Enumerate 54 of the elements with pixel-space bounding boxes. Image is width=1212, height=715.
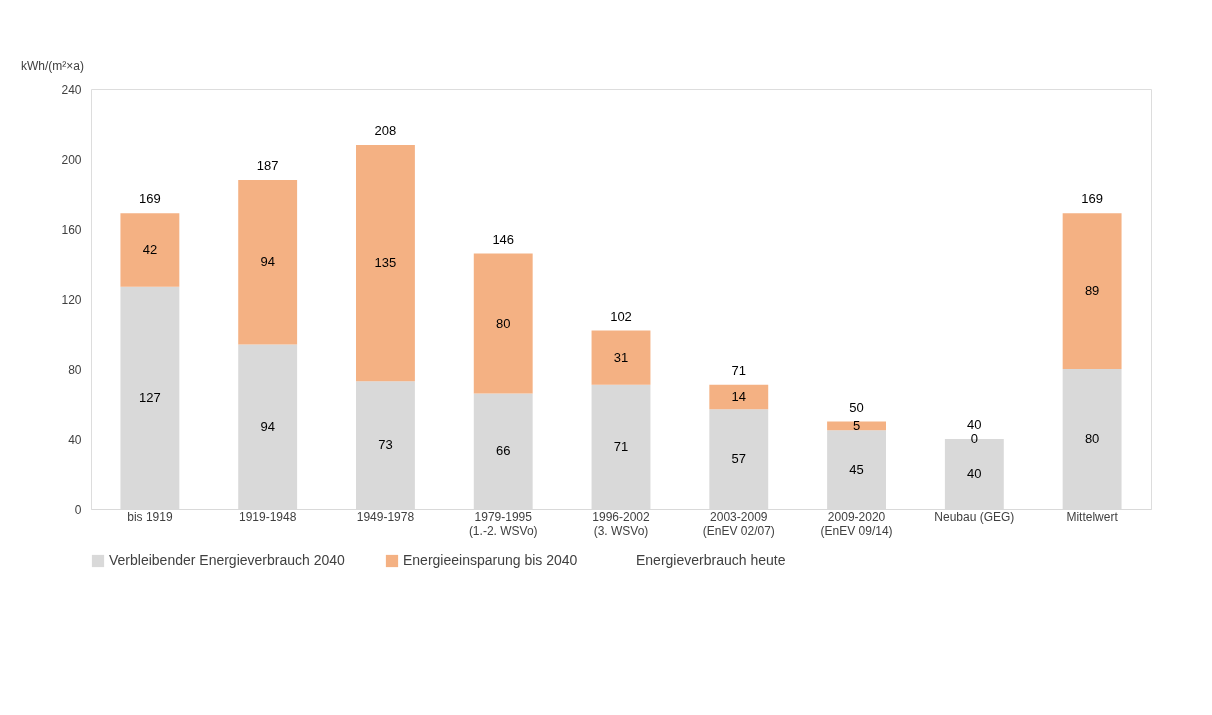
x-tick-label: 2009-2020 (EnEV 09/14) <box>820 509 893 538</box>
total-label: 102 <box>610 308 632 324</box>
data-label: 40 <box>967 466 982 481</box>
data-label: 31 <box>613 349 629 365</box>
data-label: 135 <box>374 255 397 271</box>
y-tick-label: 80 <box>68 362 82 377</box>
bar <box>591 330 651 385</box>
data-label: 73 <box>378 437 393 453</box>
legend-label: Verbleibender Energieverbrauch 2040 <box>109 552 346 568</box>
data-label: 0 <box>970 431 978 446</box>
legend-label: Energieeinsparung bis 2040 <box>403 552 578 568</box>
total-label: 169 <box>1081 191 1103 207</box>
data-label: 57 <box>731 451 747 467</box>
x-tick-label: Mittelwert <box>1066 509 1119 524</box>
data-label: 71 <box>613 438 629 454</box>
data-label: 66 <box>495 443 511 459</box>
y-tick-label: 40 <box>68 432 82 447</box>
bar <box>709 384 769 410</box>
total-label: 40 <box>967 417 982 432</box>
data-label: 94 <box>260 418 275 434</box>
bar <box>238 180 298 345</box>
x-tick-label: 2003-2009 (EnEV 02/07) <box>702 509 775 538</box>
total-label: 187 <box>256 158 279 173</box>
text: Energieverbrauch heute <box>636 552 786 568</box>
data-label: 14 <box>731 389 747 404</box>
data-label: 94 <box>260 254 275 270</box>
total-label: 208 <box>374 123 397 138</box>
bar <box>473 253 533 394</box>
y-tick-label: 240 <box>61 82 82 97</box>
bar <box>356 145 415 382</box>
total-label: 71 <box>731 362 747 378</box>
total-label: 50 <box>849 399 864 415</box>
data-label: 42 <box>142 242 158 257</box>
bar <box>1062 213 1122 369</box>
bar <box>120 213 180 287</box>
total-label: 169 <box>139 191 161 207</box>
x-tick-label: Neubau (GEG) <box>934 509 1015 524</box>
y-tick-label: 120 <box>61 292 82 307</box>
x-tick-label: 1979-1995 (1.-2. WSVo) <box>468 509 538 538</box>
y-axis-title: kWh/(m²×a) <box>20 59 84 73</box>
data-label: 5 <box>852 417 861 433</box>
x-tick-label: 1919-1948 <box>238 509 297 524</box>
data-label: 45 <box>849 461 864 477</box>
y-tick-label: 200 <box>61 152 82 167</box>
total-label: 146 <box>492 231 515 247</box>
data-label: 80 <box>495 315 511 331</box>
data-label: 89 <box>1084 283 1100 299</box>
x-tick-label: bis 1919 <box>127 509 173 524</box>
x-tick-label: 1996-2002 (3. WSVo) <box>592 509 651 538</box>
data-label: 80 <box>1084 431 1100 446</box>
y-tick-label: 0 <box>74 502 82 517</box>
y-tick-label: 160 <box>61 222 82 237</box>
x-tick-label: 1949-1978 <box>356 509 415 524</box>
data-label: 127 <box>139 389 161 405</box>
